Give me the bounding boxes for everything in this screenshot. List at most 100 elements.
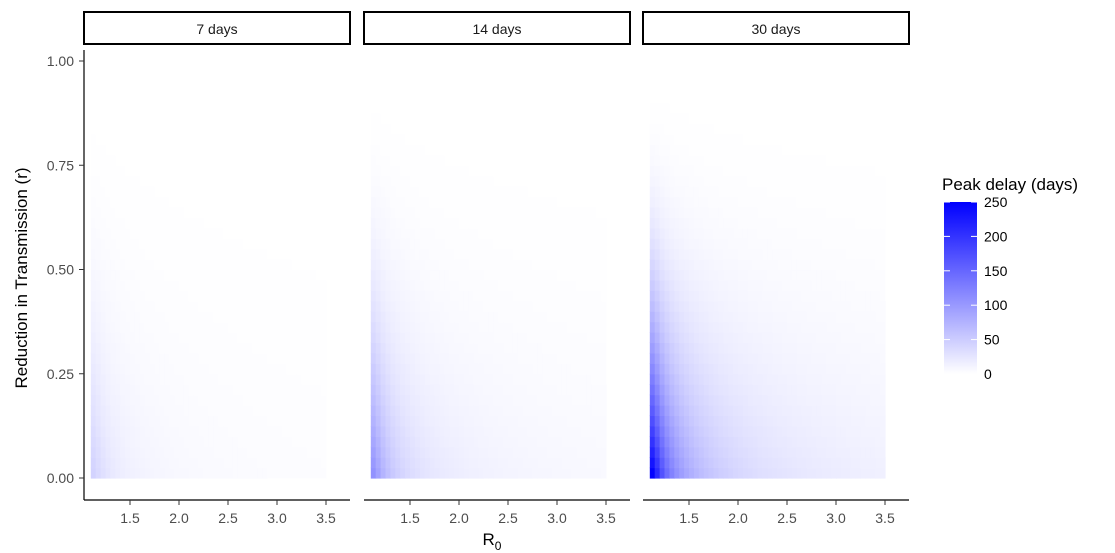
heatmap-cell bbox=[242, 269, 249, 281]
heatmap-cell bbox=[410, 196, 416, 208]
heatmap-cell bbox=[439, 269, 445, 281]
heatmap-cell bbox=[405, 206, 411, 218]
heatmap-cell bbox=[95, 92, 102, 104]
heatmap-cell bbox=[752, 206, 759, 218]
heatmap-cell bbox=[517, 165, 524, 177]
heatmap-cell bbox=[713, 248, 719, 260]
heatmap-cell bbox=[286, 405, 293, 417]
heatmap-cell bbox=[777, 144, 783, 156]
heatmap-cell bbox=[586, 332, 592, 344]
heatmap-cell bbox=[493, 425, 499, 437]
heatmap-cell bbox=[566, 186, 573, 198]
heatmap-cell bbox=[125, 196, 131, 208]
heatmap-cell bbox=[542, 415, 548, 427]
heatmap-cell bbox=[718, 269, 724, 281]
heatmap-cell bbox=[267, 457, 273, 469]
heatmap-cell bbox=[757, 238, 764, 250]
heatmap-cell bbox=[752, 269, 759, 281]
heatmap-cell bbox=[693, 415, 700, 427]
heatmap-cell bbox=[410, 92, 416, 104]
heatmap-cell bbox=[463, 186, 470, 198]
heatmap-cell bbox=[247, 259, 254, 271]
heatmap-cell bbox=[218, 92, 224, 104]
heatmap-cell bbox=[257, 332, 263, 344]
heatmap-cell bbox=[723, 81, 729, 93]
heatmap-cell bbox=[527, 217, 534, 229]
heatmap-cell bbox=[90, 269, 97, 281]
heatmap-cell bbox=[424, 332, 431, 344]
heatmap-cell bbox=[777, 238, 783, 250]
heatmap-cell bbox=[493, 227, 499, 239]
heatmap-cell bbox=[110, 425, 116, 437]
heatmap-cell bbox=[188, 217, 195, 229]
heatmap-cell bbox=[188, 436, 195, 448]
heatmap-cell bbox=[257, 363, 263, 375]
heatmap-cell bbox=[267, 290, 273, 302]
heatmap-cell bbox=[508, 206, 514, 218]
heatmap-cell bbox=[159, 92, 165, 104]
heatmap-cell bbox=[557, 217, 563, 229]
heatmap-cell bbox=[242, 342, 249, 354]
heatmap-cell bbox=[390, 102, 396, 114]
heatmap-cell bbox=[90, 446, 97, 458]
heatmap-cell bbox=[532, 165, 538, 177]
heatmap-cell bbox=[566, 92, 573, 104]
heatmap-cell bbox=[232, 321, 239, 333]
heatmap-cell bbox=[159, 71, 165, 83]
heatmap-cell bbox=[782, 227, 788, 239]
heatmap-cell bbox=[512, 196, 519, 208]
heatmap-cell bbox=[306, 446, 312, 458]
heatmap-cell bbox=[684, 248, 690, 260]
heatmap-cell bbox=[164, 311, 170, 323]
heatmap-cell bbox=[757, 123, 764, 135]
heatmap-cell bbox=[208, 311, 214, 323]
heatmap-cell bbox=[449, 332, 455, 344]
heatmap-cell bbox=[581, 196, 587, 208]
heatmap-cell bbox=[498, 457, 504, 469]
heatmap-cell bbox=[537, 352, 543, 364]
heatmap-cell bbox=[723, 206, 729, 218]
heatmap-cell bbox=[728, 175, 734, 187]
heatmap-cell bbox=[517, 269, 524, 281]
heatmap-cell bbox=[772, 332, 778, 344]
heatmap-cell bbox=[454, 238, 460, 250]
heatmap-cell bbox=[375, 238, 382, 250]
heatmap-cell bbox=[390, 123, 396, 135]
heatmap-cell bbox=[183, 269, 190, 281]
heatmap-cell bbox=[493, 144, 499, 156]
heatmap-cell bbox=[571, 425, 578, 437]
heatmap-cell bbox=[291, 405, 298, 417]
heatmap-cell bbox=[296, 290, 303, 302]
heatmap-cell bbox=[370, 425, 377, 437]
heatmap-cell bbox=[439, 133, 445, 145]
heatmap-cell bbox=[95, 238, 102, 250]
heatmap-cell bbox=[90, 467, 97, 479]
heatmap-cell bbox=[669, 457, 675, 469]
heatmap-cell bbox=[449, 279, 455, 291]
heatmap-cell bbox=[649, 457, 656, 469]
heatmap-cell bbox=[169, 248, 175, 260]
heatmap-cell bbox=[179, 425, 185, 437]
heatmap-cell bbox=[130, 342, 136, 354]
heatmap-cell bbox=[410, 186, 416, 198]
heatmap-cell bbox=[517, 279, 524, 291]
heatmap-cell bbox=[473, 300, 480, 312]
heatmap-cell bbox=[488, 81, 494, 93]
heatmap-cell bbox=[419, 165, 426, 177]
heatmap-cell bbox=[179, 300, 185, 312]
heatmap-cell bbox=[742, 81, 749, 93]
heatmap-cell bbox=[522, 352, 529, 364]
heatmap-cell bbox=[286, 144, 293, 156]
heatmap-cell bbox=[527, 352, 534, 364]
heatmap-cell bbox=[459, 363, 465, 375]
heatmap-cell bbox=[213, 405, 219, 417]
heatmap-cell bbox=[713, 196, 719, 208]
heatmap-cell bbox=[527, 405, 534, 417]
heatmap-cell bbox=[208, 259, 214, 271]
heatmap-cell bbox=[164, 175, 170, 187]
heatmap-cell bbox=[591, 186, 597, 198]
heatmap-cell bbox=[522, 113, 529, 125]
heatmap-cell bbox=[395, 123, 401, 135]
heatmap-cell bbox=[449, 342, 455, 354]
heatmap-cell bbox=[183, 352, 190, 364]
